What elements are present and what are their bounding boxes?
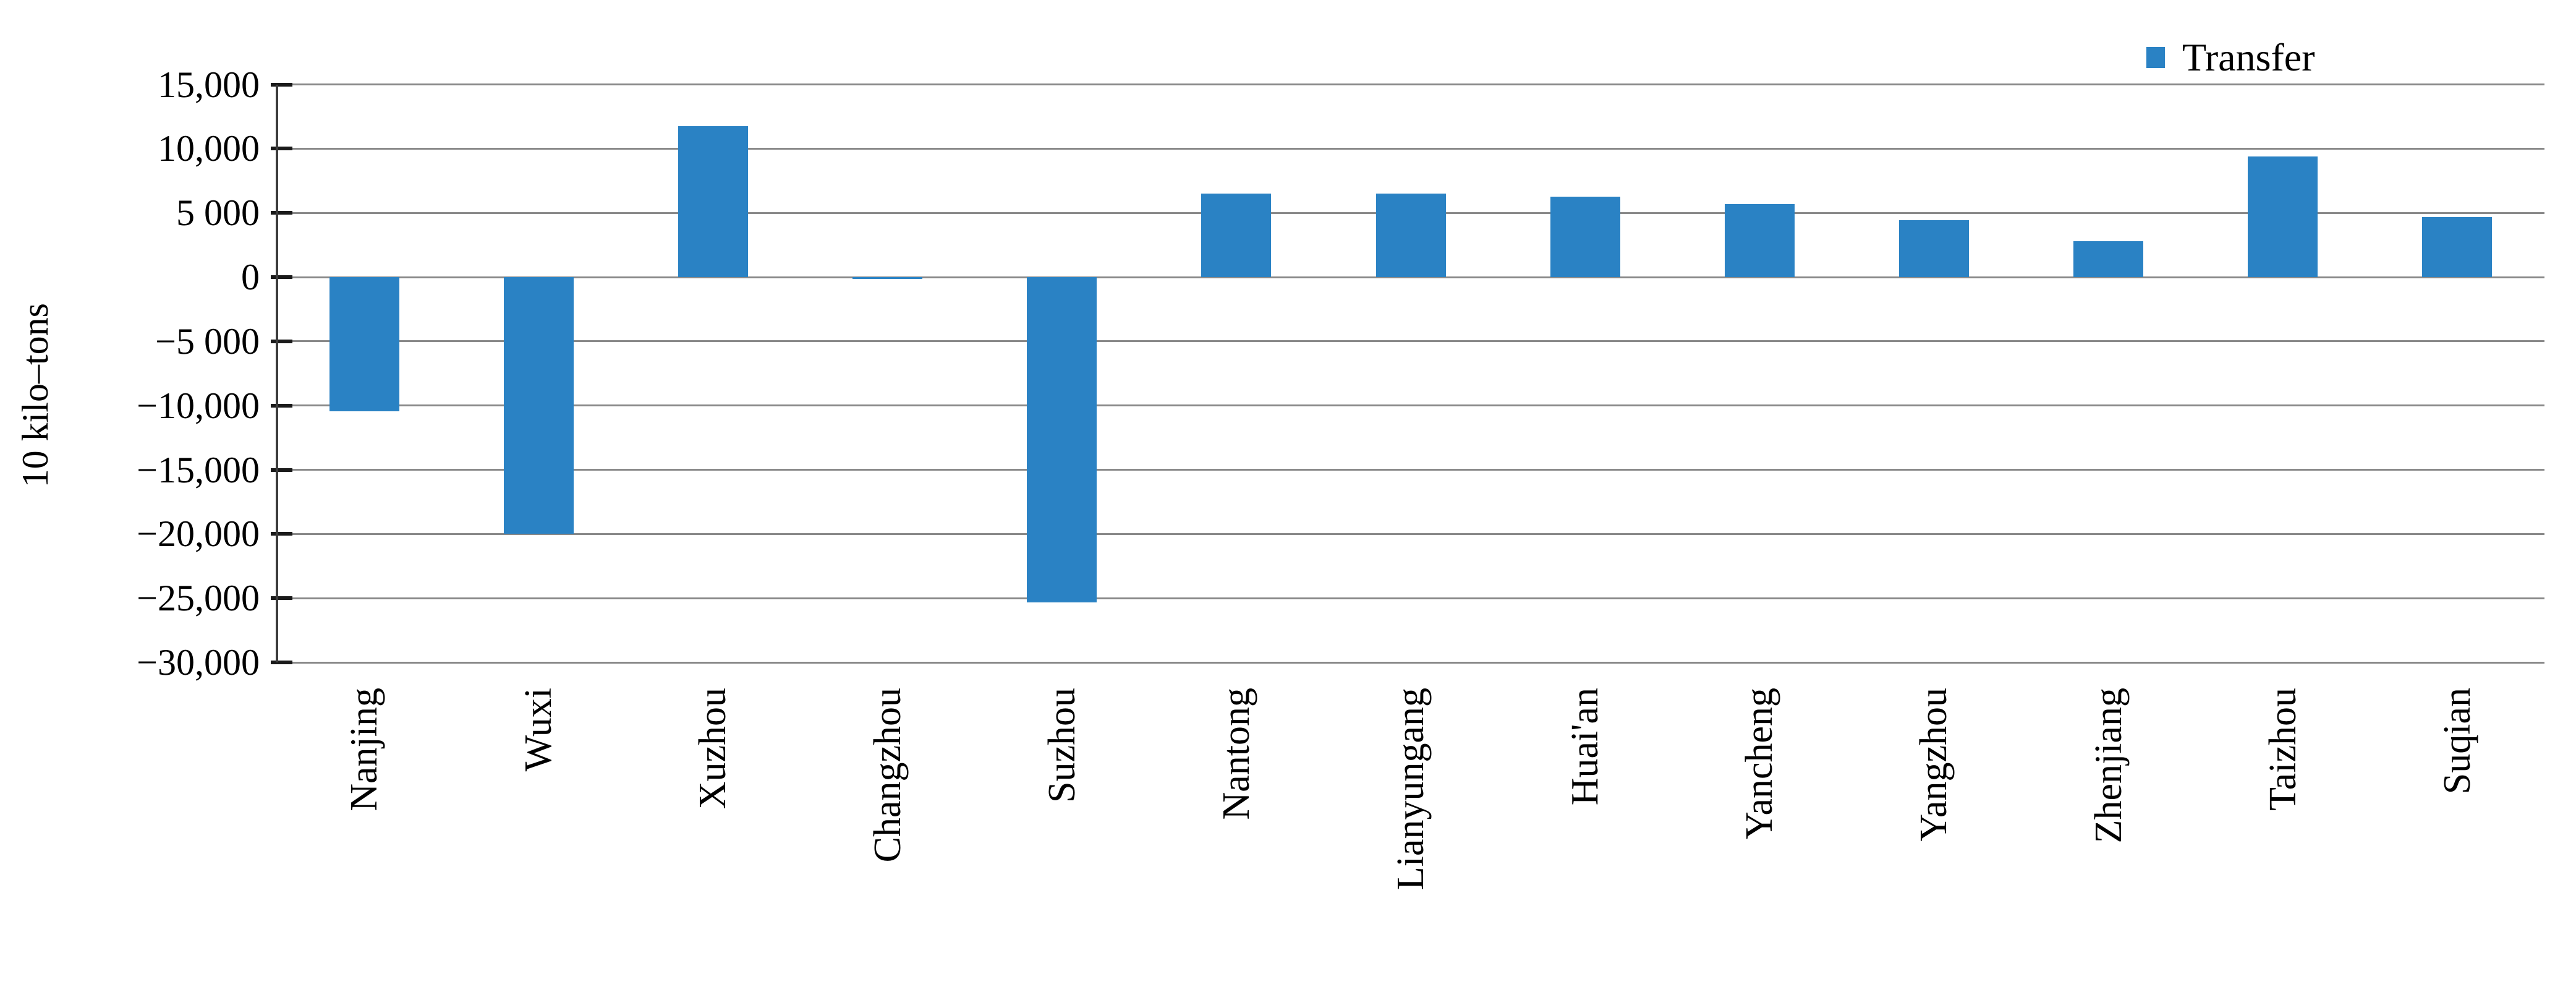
gridline [277,276,2544,278]
bar [1550,197,1620,277]
bar [1027,277,1097,603]
y-axis-tick-mark [271,275,292,279]
bar [2422,217,2493,277]
legend-label: Transfer [2182,35,2315,79]
gridline [277,147,2544,150]
y-tick-label: −5 000 [155,320,260,362]
y-axis-line [276,84,278,662]
y-tick-label: −25,000 [137,578,260,619]
y-tick-label: 15,000 [158,64,260,105]
bar [1724,203,1795,277]
legend-swatch-icon [2146,47,2165,68]
y-tick-label: −30,000 [137,642,260,683]
y-axis-tick-mark [271,532,292,536]
x-axis-label: Zhenjiang [2087,688,2130,844]
bar [329,277,399,411]
y-axis-tick-mark [271,82,292,87]
x-axis-label: Wuxi [517,688,560,772]
x-axis-label: Yancheng [1738,688,1781,840]
gridline [277,661,2544,664]
bar [503,277,574,534]
x-axis-label: Suzhou [1040,688,1083,803]
gridline [277,533,2544,535]
gridline [277,597,2544,599]
gridline [277,340,2544,343]
x-axis-label: Taizhou [2261,688,2304,811]
bar [678,126,748,277]
x-axis-label: Changzhou [866,688,909,863]
bar [852,277,923,279]
x-axis-label: Huai'an [1564,688,1607,806]
gridline [277,83,2544,85]
bar [1898,220,1969,277]
y-axis-tick-mark [271,468,292,472]
bar [1201,194,1272,277]
legend: Transfer [2146,36,2315,79]
y-axis-tick-mark [271,147,292,151]
y-tick-label: 5 000 [176,192,260,234]
y-tick-label: −10,000 [137,385,260,426]
gridline [277,469,2544,471]
y-axis-tick-mark [271,661,292,664]
y-tick-label: −15,000 [137,449,260,490]
y-axis-tick-mark [271,596,292,601]
x-axis-label: Nantong [1215,688,1257,820]
bar [2248,156,2318,277]
y-tick-label: 0 [241,257,260,297]
x-axis-label: Nanjing [343,688,386,811]
y-tick-label: 10,000 [158,128,260,169]
bar [1375,194,1446,277]
x-axis-label: Suqian [2436,688,2478,795]
x-axis-label: Lianyungang [1390,688,1432,891]
bar [2073,241,2144,277]
y-axis-tick-mark [271,211,292,215]
x-axis-label: Xuzhou [692,688,734,810]
y-axis-tick-mark [271,403,292,408]
x-axis-label: Yangzhou [1913,688,1955,842]
y-tick-label: −20,000 [137,513,260,555]
y-axis-tick-mark [271,339,292,343]
gridline [277,404,2544,407]
